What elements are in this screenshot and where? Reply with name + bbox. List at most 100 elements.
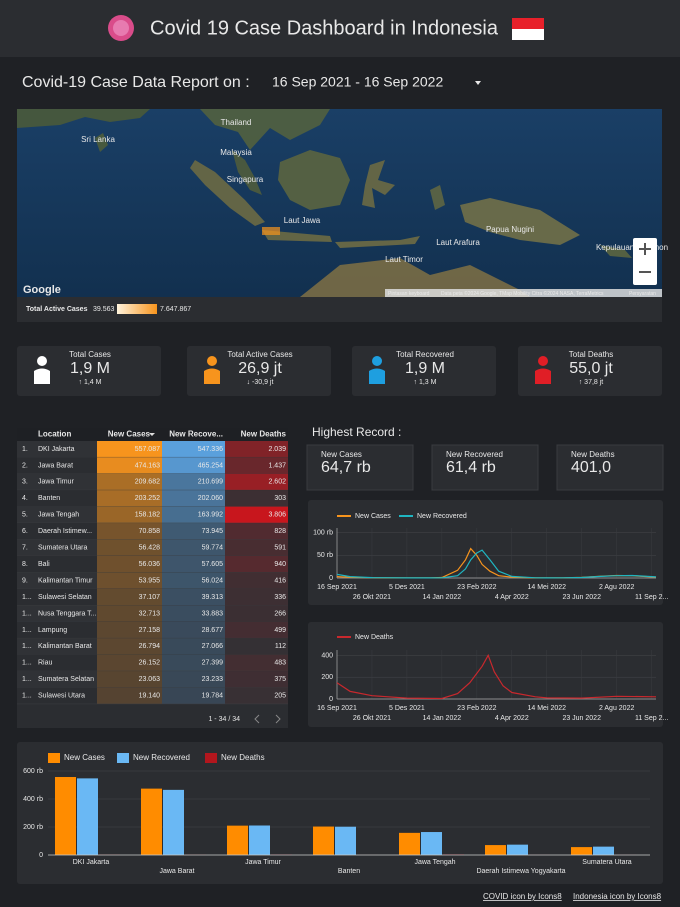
- row-number: 4.: [22, 495, 28, 502]
- x-tick-label: 23 Feb 2022: [457, 584, 496, 591]
- legend-swatch: [117, 753, 129, 763]
- row-value: 26.152: [139, 660, 161, 667]
- highest-title: Highest Record :: [312, 425, 401, 439]
- row-value: 59.774: [202, 545, 224, 552]
- x-tick-label: 2 Agu 2022: [599, 584, 635, 591]
- row-value: 205: [274, 693, 286, 700]
- row-value: 27.399: [202, 660, 224, 667]
- record-value: 64,7 rb: [321, 459, 371, 476]
- heat-cell: [97, 457, 162, 474]
- x-tick-label: Jawa Timur: [245, 859, 281, 866]
- bar: [571, 847, 592, 855]
- kpi-value: 55,0 jt: [569, 360, 613, 377]
- row-number: 1...: [22, 594, 32, 601]
- heat-cell: [225, 572, 288, 589]
- record-label: New Deaths: [571, 450, 615, 459]
- row-value: 557.087: [135, 446, 160, 453]
- row-value: 112: [275, 643, 286, 650]
- x-tick-label: Jawa Tengah: [414, 859, 455, 866]
- row-value: 202.060: [198, 495, 223, 502]
- x-tick-label: 14 Jan 2022: [423, 715, 462, 722]
- row-value: 32.713: [139, 610, 161, 617]
- row-value: 39.313: [202, 594, 224, 601]
- row-number: 2.: [22, 462, 28, 469]
- row-location: Banten: [38, 495, 60, 502]
- map-land: [17, 109, 150, 128]
- heat-cell: [225, 539, 288, 556]
- row-number: 1...: [22, 627, 32, 634]
- map-land: [190, 160, 265, 226]
- row-number: 5.: [22, 512, 28, 519]
- row-value: 56.036: [139, 561, 161, 568]
- row-value: 2.039: [268, 446, 286, 453]
- row-value: 828: [274, 528, 286, 535]
- record-label: New Cases: [321, 450, 362, 459]
- legend-label: New Cases: [355, 513, 391, 520]
- row-value: 27.066: [202, 643, 224, 650]
- zoom-in[interactable]: [639, 243, 651, 255]
- kpi-label: Total Deaths: [569, 350, 613, 359]
- legend-label: New Recovered: [133, 753, 190, 762]
- footer-link[interactable]: COVID icon by Icons8: [483, 892, 562, 901]
- date-range[interactable]: 16 Sep 2021 - 16 Sep 2022: [272, 74, 443, 90]
- map-label: Laut Jawa: [284, 216, 321, 225]
- heat-cell: [97, 473, 162, 491]
- y-tick-label: 0: [329, 575, 333, 582]
- map-label: Sri Lanka: [81, 135, 115, 144]
- kpi-delta: ↑ 1,4 M: [79, 379, 102, 386]
- heat-cell: [97, 687, 162, 704]
- heat-cell: [225, 588, 288, 606]
- footer-link[interactable]: Indonesia icon by Icons8: [573, 892, 662, 901]
- row-value: 73.945: [202, 528, 224, 535]
- row-location: Sulawesi Selatan: [38, 594, 92, 601]
- date-range-caret[interactable]: [475, 81, 481, 85]
- heat-cell: [162, 605, 225, 622]
- row-value: 33.883: [202, 610, 224, 617]
- heat-cell: [225, 441, 288, 458]
- page-prev[interactable]: [254, 714, 260, 724]
- x-tick-label: 4 Apr 2022: [495, 715, 529, 722]
- heat-cell: [162, 555, 225, 573]
- row-value: 203.252: [135, 495, 160, 502]
- row-value: 2.602: [268, 479, 286, 486]
- row-value: 591: [274, 545, 286, 552]
- bar: [249, 825, 270, 855]
- row-number: 9.: [22, 577, 28, 584]
- row-value: 57.605: [202, 561, 224, 568]
- row-value: 26.794: [139, 643, 161, 650]
- row-value: 163.992: [198, 512, 223, 519]
- row-value: 416: [274, 577, 286, 584]
- bar: [141, 788, 162, 855]
- kpi-value: 26,9 jt: [238, 360, 282, 377]
- x-tick-label: 26 Okt 2021: [353, 594, 391, 601]
- row-value: 474.163: [135, 462, 160, 469]
- x-tick-label: Jawa Barat: [159, 868, 194, 875]
- row-number: 1...: [22, 643, 32, 650]
- row-location: Nusa Tenggara T...: [38, 610, 97, 617]
- y-tick-label: 0: [39, 852, 43, 859]
- record-value: 61,4 rb: [446, 459, 496, 476]
- kpi-delta: ↓ -30,9 jt: [247, 379, 274, 386]
- page-next[interactable]: [275, 714, 281, 724]
- heat-cell: [225, 671, 288, 688]
- x-tick-label: 23 Jun 2022: [562, 715, 601, 722]
- y-tick-label: 200: [321, 674, 333, 681]
- kpi-icon-body: [535, 368, 551, 384]
- heat-cell: [162, 506, 225, 524]
- chart-panel: [308, 500, 663, 605]
- bar: [77, 778, 98, 855]
- bar: [507, 844, 528, 855]
- kpi-label: Total Active Cases: [227, 350, 292, 359]
- kpi-icon-head: [372, 356, 382, 366]
- row-value: 37.107: [139, 594, 161, 601]
- map-province-highlight: [262, 227, 280, 235]
- row-location: Kalimantan Timur: [38, 577, 93, 584]
- heat-cell: [97, 621, 162, 639]
- x-tick-label: 23 Feb 2022: [457, 705, 496, 712]
- header-title: Covid 19 Case Dashboard in Indonesia: [150, 17, 499, 39]
- heat-cell: [162, 457, 225, 474]
- y-tick-label: 400 rb: [23, 796, 43, 803]
- bar: [335, 826, 356, 855]
- bar: [399, 832, 420, 855]
- kpi-card: [17, 346, 161, 396]
